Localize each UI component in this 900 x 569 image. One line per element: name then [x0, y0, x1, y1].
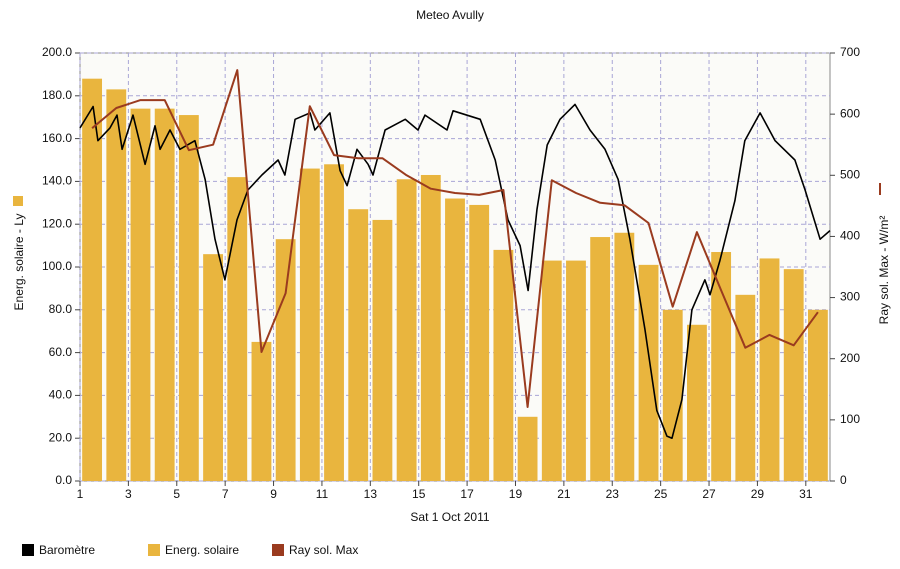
bar	[614, 232, 635, 481]
bar	[396, 179, 417, 481]
x-tick-label: 21	[557, 487, 571, 501]
y-tick-label: 100.0	[42, 259, 72, 273]
bar	[566, 260, 586, 481]
bar	[106, 89, 127, 481]
y-tick-label: 120.0	[42, 216, 72, 230]
x-tick-label: 1	[77, 487, 84, 501]
y-tick-label: 160.0	[42, 131, 72, 145]
x-tick-label: 11	[316, 487, 329, 501]
bar	[711, 252, 732, 481]
bar	[251, 341, 272, 481]
bar	[662, 309, 683, 481]
y-tick-label: 200.0	[42, 45, 72, 59]
y2-tick-label: 200	[840, 351, 860, 365]
bar	[541, 260, 562, 481]
legend-label: Ray sol. Max	[289, 543, 358, 557]
bar	[445, 198, 465, 481]
bar	[178, 115, 199, 481]
x-tick-label: 7	[222, 487, 229, 501]
x-tick-label: 29	[751, 487, 765, 501]
bar	[275, 239, 296, 481]
y2-tick-label: 0	[840, 473, 847, 487]
bar	[82, 78, 103, 482]
y-axis-title: Energ. solaire - Ly	[12, 214, 26, 311]
y2-tick-label: 400	[840, 229, 860, 243]
bar	[348, 209, 369, 481]
bar	[638, 264, 659, 481]
y-tick-label: 180.0	[42, 88, 72, 102]
y2-tick-label: 700	[840, 45, 860, 59]
bar	[807, 309, 828, 481]
line	[79, 103, 831, 439]
y-tick-label: 40.0	[49, 388, 73, 402]
bar	[203, 254, 223, 481]
y-tick-label: 0.0	[55, 473, 72, 487]
y-tick-label: 20.0	[49, 430, 73, 444]
x-tick-label: 19	[509, 487, 523, 501]
y-tick-label: 140.0	[42, 174, 72, 188]
bar	[783, 269, 804, 481]
bar	[227, 177, 248, 481]
bar	[517, 416, 538, 481]
legend-label: Baromètre	[39, 543, 95, 557]
legend-swatch	[148, 544, 160, 556]
bar	[735, 294, 756, 481]
x-tick-label: 13	[364, 487, 378, 501]
x-tick-label: 27	[702, 487, 716, 501]
axis-key	[13, 196, 23, 206]
y2-axis-title: Ray sol. Max - W/m²	[877, 216, 891, 325]
bar	[154, 108, 175, 481]
bar	[130, 108, 151, 481]
bar	[469, 204, 490, 481]
y2-tick-label: 300	[840, 290, 860, 304]
x-tick-label: 17	[460, 487, 474, 501]
x-tick-label: 3	[125, 487, 132, 501]
line	[91, 69, 819, 408]
bar	[687, 324, 707, 481]
x-tick-label: 23	[606, 487, 620, 501]
x-tick-label: 31	[799, 487, 813, 501]
bar	[759, 258, 780, 481]
y-tick-label: 60.0	[49, 345, 73, 359]
legend-swatch	[272, 544, 284, 556]
chart-title: Meteo Avully	[416, 8, 484, 22]
bar	[420, 174, 441, 482]
x-tick-label: 25	[654, 487, 668, 501]
x-tick-label: 5	[173, 487, 180, 501]
bar	[324, 164, 344, 481]
y2-tick-label: 500	[840, 167, 860, 181]
bar	[590, 237, 611, 481]
x-axis-title: Sat 1 Oct 2011	[410, 510, 489, 524]
bar	[493, 249, 514, 481]
y2-tick-label: 100	[840, 412, 860, 426]
legend-swatch	[22, 544, 34, 556]
x-tick-label: 9	[270, 487, 277, 501]
y2-tick-label: 600	[840, 106, 860, 120]
x-tick-label: 15	[412, 487, 426, 501]
legend-label: Energ. solaire	[165, 543, 239, 557]
bar	[372, 219, 393, 482]
bar	[299, 168, 320, 481]
y-tick-label: 80.0	[49, 302, 73, 316]
